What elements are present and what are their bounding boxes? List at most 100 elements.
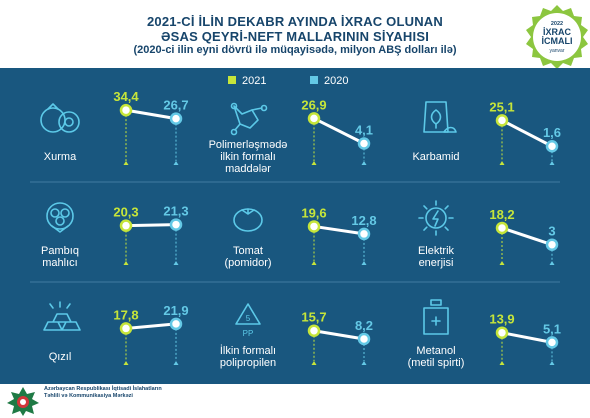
connector-line [313,224,365,236]
value-label-2021: 20,3 [113,205,138,220]
svg-text:5: 5 [246,314,251,323]
point-2020 [545,336,559,349]
svg-text:PP: PP [243,329,254,338]
base-marker-2021 [123,161,129,165]
item-label: Tomat [233,245,263,257]
base-marker-2021 [499,261,505,265]
cotton-icon [46,202,74,233]
item-label: enerjisi [419,257,454,269]
point-2020 [169,218,183,231]
point-2021 [307,112,321,125]
value-label-2021: 17,8 [113,307,138,322]
molecule-icon [230,102,268,136]
item-label: ilkin formalı [220,151,276,163]
value-label-2021: 34,4 [113,89,139,104]
badge-line-2: İCMALI [542,36,573,46]
base-marker-2020 [549,361,555,365]
point-2021 [307,220,321,233]
base-marker-2021 [311,261,317,265]
badge-year: 2022 [551,21,563,27]
value-label-2020: 4,1 [355,122,373,137]
value-label-2020: 5,1 [543,321,561,336]
value-label-2020: 1,6 [543,125,561,140]
item-label: Qızıl [49,351,72,363]
point-2020 [545,139,559,153]
title-line-2: ƏSAS QEYRİ-NEFT MALLARININ SİYAHISI [160,29,430,44]
chart-panel [0,68,590,384]
footer-text: Azərbaycan Respublikası İqtisadi İslahat… [44,386,162,400]
value-label-2020: 26,7 [163,98,188,113]
value-label-2021: 25,1 [489,99,514,114]
connector-line [125,322,177,330]
base-marker-2020 [361,261,367,265]
point-2020 [357,227,371,241]
legend-label-2021: 2021 [242,75,266,87]
point-2021 [307,324,321,337]
value-label-2020: 12,8 [351,213,376,228]
point-2021 [119,219,133,232]
value-label-2021: 26,9 [301,97,326,112]
legend-swatch-2021 [228,76,236,84]
item-label: Polimerləşmədə [209,139,288,151]
value-label-2021: 18,2 [489,207,514,222]
legend-label-2020: 2020 [324,75,348,87]
base-marker-2021 [311,161,317,165]
legend-swatch-2020 [310,76,318,84]
connector-line [313,117,365,145]
chart-item: Tomat(pomidor) 19,6 12,8 [224,205,376,269]
connector-line [501,226,553,247]
header: 2021-Cİ İLİN DEKABR AYINDA İXRAC OLUNAN … [0,0,590,72]
badge-line-1: İXRAC [543,27,572,37]
item-label: Elektrik [418,245,455,257]
methanol-bottle-icon [423,299,449,335]
value-label-2021: 13,9 [489,312,514,327]
item-label: Pambıq [41,245,79,257]
item-label: polipropilen [220,357,276,369]
lightning-icon [418,200,454,236]
persimmon-icon [40,103,80,133]
point-2020 [169,317,183,331]
tomato-icon [233,208,263,232]
footer-emblem-icon [7,387,39,416]
chart-item: Metanol(metil spirti) 13,9 5,1 [408,299,561,369]
item-label: maddələr [225,163,271,175]
point-2021 [495,326,509,339]
connector-line [501,331,553,344]
connector-line [125,223,177,228]
badge-month: yanvar [549,48,564,54]
fertilizer-bag-icon [423,101,457,133]
base-marker-2021 [499,361,505,365]
point-2020 [357,332,371,346]
chart-item: Xurma 34,4 26,7 [40,89,189,165]
base-marker-2020 [361,361,367,365]
point-2021 [495,221,509,235]
value-label-2021: 15,7 [301,310,326,325]
chart-item: Karbamid 25,1 1,6 [412,99,561,165]
point-2020 [545,238,559,251]
point-2021 [495,114,509,127]
item-label: Karbamid [412,151,459,163]
point-2021 [119,322,133,335]
base-marker-2020 [549,161,555,165]
item-label: Xurma [44,151,77,163]
base-marker-2020 [361,161,367,165]
subtitle: (2020-ci ilin eyni dövrü ilə müqayisədə,… [133,44,457,56]
footer-line-2: Təhlili və Kommunikasiya Mərkəzi [44,393,133,399]
connector-line [501,119,553,148]
point-2021 [119,103,133,117]
footer-line-1: Azərbaycan Respublikası İqtisadi İslahat… [44,386,162,392]
base-marker-2021 [311,361,317,365]
value-label-2020: 3 [548,224,555,239]
item-label: İlkin formalı [220,344,276,357]
value-label-2020: 21,3 [163,204,188,219]
base-marker-2020 [549,261,555,265]
gold-bars-icon [43,301,81,331]
export-review-badge: 2022 İXRAC İCMALI yanvar [526,5,588,69]
